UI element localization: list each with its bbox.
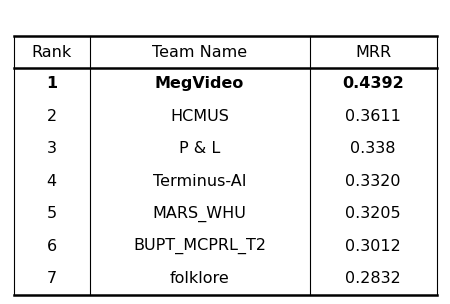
Text: 1: 1 xyxy=(46,76,57,91)
Text: 4: 4 xyxy=(46,174,57,189)
Text: 0.2832: 0.2832 xyxy=(345,271,401,286)
Text: P & L: P & L xyxy=(179,141,220,156)
Text: 0.3012: 0.3012 xyxy=(345,239,401,254)
Text: folklore: folklore xyxy=(170,271,230,286)
Text: 0.4392: 0.4392 xyxy=(342,76,404,91)
Text: 0.3320: 0.3320 xyxy=(345,174,401,189)
Text: Team Name: Team Name xyxy=(152,45,247,60)
Text: BUPT_MCPRL_T2: BUPT_MCPRL_T2 xyxy=(133,238,266,254)
Text: 7: 7 xyxy=(46,271,57,286)
Text: MegVideo: MegVideo xyxy=(155,76,244,91)
Text: 3: 3 xyxy=(46,141,57,156)
Text: HCMUS: HCMUS xyxy=(170,109,229,124)
Text: 0.338: 0.338 xyxy=(350,141,396,156)
Text: 0.3611: 0.3611 xyxy=(345,109,401,124)
Text: 0.3205: 0.3205 xyxy=(345,206,401,221)
Text: 5: 5 xyxy=(46,206,57,221)
Text: Rank: Rank xyxy=(32,45,72,60)
Text: MARS_WHU: MARS_WHU xyxy=(153,206,247,222)
Text: 6: 6 xyxy=(46,239,57,254)
Text: 2: 2 xyxy=(46,109,57,124)
Text: MRR: MRR xyxy=(355,45,391,60)
Text: Terminus-AI: Terminus-AI xyxy=(153,174,246,189)
